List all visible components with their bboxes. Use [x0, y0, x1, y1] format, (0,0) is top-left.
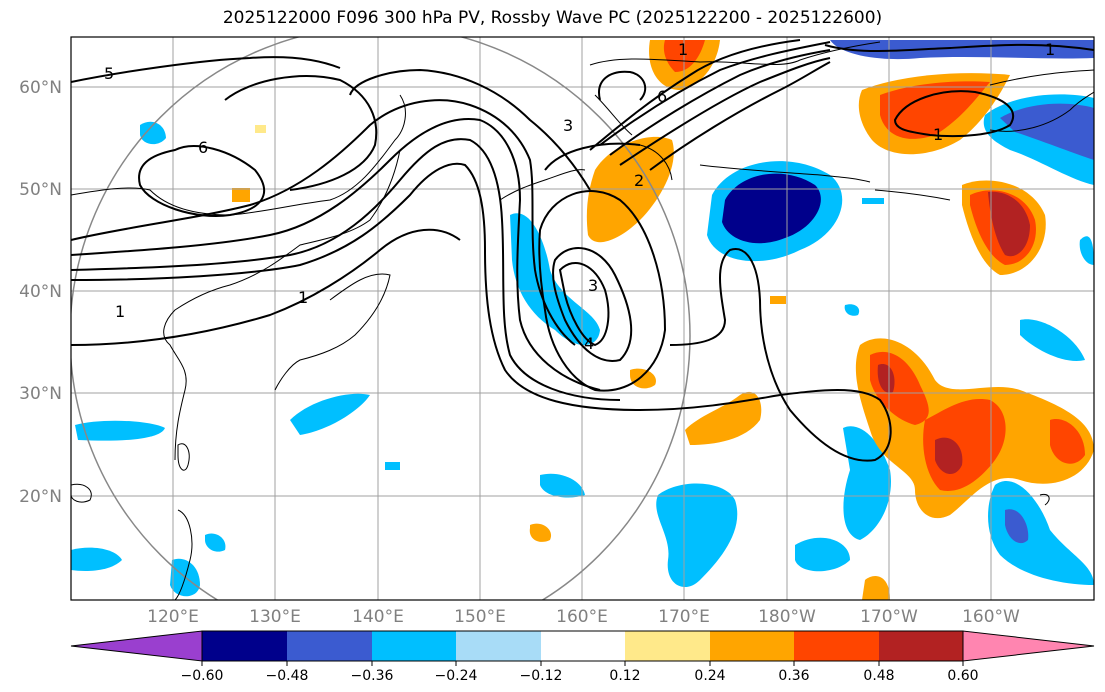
lat-label: 20°N [19, 487, 62, 507]
region-circle [71, 37, 691, 600]
colorbar-extend-max [962, 630, 1095, 662]
colorbar-segment [625, 631, 710, 661]
negative-anomaly-region [71, 547, 122, 571]
colorbar-segment [794, 631, 879, 661]
colorbar-tick-label: −0.12 [520, 668, 563, 684]
colorbar-segment [202, 631, 287, 661]
colorbar-outline [201, 630, 964, 662]
colorbar-tick-label: 0.36 [778, 668, 809, 684]
positive-anomaly-region [862, 576, 890, 600]
colorbar-segment [456, 631, 541, 661]
positive-anomaly-region [630, 368, 656, 389]
contour-label: 1 [933, 125, 943, 144]
colorbar-tick-label: −0.48 [266, 668, 309, 684]
map-plot-area: 5 6 1 1 6 1 2 3 4 3 1 1 [71, 37, 1094, 600]
contour-label: 1 [115, 302, 125, 321]
colorbar-tick-label: −0.60 [181, 668, 224, 684]
contour-label: 5 [104, 64, 114, 83]
contour-label: 6 [198, 138, 208, 157]
colorbar-segment [372, 631, 456, 661]
contour-labels: 5 6 1 1 6 1 2 3 4 3 1 1 [104, 40, 1055, 353]
negative-anomaly-region [510, 213, 600, 345]
lat-label: 50°N [19, 180, 62, 200]
contour-label: 3 [563, 116, 573, 135]
negative-anomaly-core [722, 173, 821, 244]
negative-anomaly-region [140, 121, 166, 145]
positive-anomaly-core [1050, 419, 1085, 464]
positive-anomaly-peak [935, 437, 963, 475]
lon-label: 160°E [556, 607, 608, 627]
negative-anomaly-region [1079, 236, 1094, 265]
colorbar-extend-min [70, 630, 203, 662]
negative-anomaly-core [1005, 509, 1029, 544]
lon-label: 140°E [352, 607, 404, 627]
contour-label: 2 [634, 171, 644, 190]
colorbar-tick-label: 0.24 [694, 668, 725, 684]
lon-label: 130°E [249, 607, 301, 627]
positive-anomaly-region [586, 136, 674, 243]
colorbar-segment [287, 631, 372, 661]
negative-anomaly-core [1000, 103, 1094, 160]
colorbar-segment [879, 631, 963, 661]
contour-label: 1 [1045, 40, 1055, 59]
colorbar-tick-label: 0.12 [609, 668, 640, 684]
contour-label: 3 [588, 276, 598, 295]
contour-label: 4 [584, 334, 594, 353]
colorbar-segment [541, 631, 625, 661]
longitude-labels: 120°E 130°E 140°E 150°E 160°E 170°E 180°… [147, 607, 1020, 627]
negative-anomaly-region [843, 426, 891, 540]
lat-label: 30°N [19, 384, 62, 404]
negative-anomaly-region [862, 198, 884, 204]
negative-anomaly-region [844, 304, 860, 316]
latitude-labels: 60°N 50°N 40°N 30°N 20°N [19, 78, 62, 507]
lon-label: 180°W [758, 607, 816, 627]
lon-label: 150°E [454, 607, 506, 627]
negative-anomaly-region [75, 420, 165, 441]
colorbar-tick-label: −0.24 [435, 668, 478, 684]
negative-anomaly-region [795, 537, 850, 572]
lon-label: 160°W [962, 607, 1020, 627]
negative-anomaly-region [540, 473, 585, 498]
positive-anomaly-peak [988, 191, 1030, 257]
map-frame [70, 36, 1095, 601]
lon-label: 170°W [860, 607, 918, 627]
gridlines [71, 37, 1094, 600]
lon-label: 120°E [147, 607, 199, 627]
colorbar: −0.60 −0.48 −0.36 −0.24 −0.12 0.12 0.24 … [70, 630, 1095, 684]
positive-anomaly-region [529, 523, 552, 542]
positive-anomaly-core [880, 81, 990, 139]
colorbar-segment [710, 631, 794, 661]
negative-anomaly-region [656, 483, 738, 588]
negative-anomaly-region [385, 462, 400, 470]
negative-anomaly-region [290, 393, 370, 435]
positive-anomaly-region [685, 391, 762, 445]
contour-label: 6 [657, 87, 667, 106]
figure-title: 2025122000 F096 300 hPa PV, Rossby Wave … [222, 8, 883, 28]
positive-anomaly-region [770, 296, 786, 304]
colorbar-tick-label: 0.48 [863, 668, 894, 684]
lat-label: 60°N [19, 78, 62, 98]
negative-anomaly-region [988, 481, 1094, 585]
negative-anomaly-region [205, 533, 226, 552]
positive-anomaly-region [255, 125, 266, 133]
contour-label: 1 [298, 288, 308, 307]
pv-contours [71, 39, 1094, 462]
negative-anomaly-region [1020, 319, 1085, 361]
lat-label: 40°N [19, 282, 62, 302]
colorbar-tick-label: −0.36 [351, 668, 394, 684]
colorbar-tick-label: 0.60 [947, 668, 978, 684]
positive-anomaly-region [232, 188, 250, 202]
lon-label: 170°E [658, 607, 710, 627]
contour-label: 1 [678, 40, 688, 59]
positive-anomaly-peak [877, 364, 895, 393]
